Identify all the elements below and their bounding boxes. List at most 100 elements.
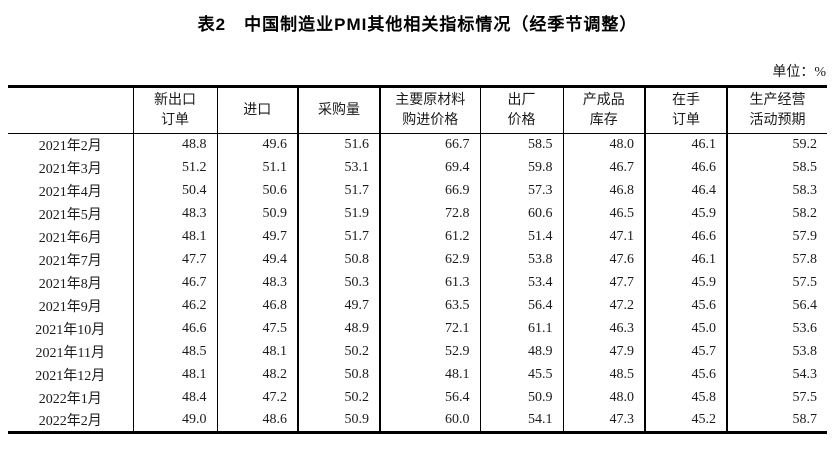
value-cell: 48.2 (217, 363, 299, 387)
month-cell: 2021年8月 (8, 271, 134, 295)
header-label-line: 库存 (589, 112, 618, 128)
value-cell: 46.6 (133, 317, 218, 341)
header-month (8, 86, 134, 134)
value-cell: 50.8 (298, 363, 381, 387)
month-cell: 2021年6月 (8, 225, 134, 249)
header-label-line: 产成品 (582, 92, 625, 108)
header-business-expectation: 生产经营 活动预期 (727, 86, 827, 134)
value-cell: 47.5 (217, 317, 299, 341)
month-cell: 2022年1月 (8, 386, 134, 410)
value-cell: 48.5 (133, 340, 218, 364)
value-cell: 53.8 (480, 248, 564, 272)
value-cell: 46.3 (563, 317, 646, 341)
table-row: 2021年3月 51.2 51.1 53.1 69.4 59.8 46.7 46.6 58.5 (8, 156, 827, 180)
header-raw-material-price: 主要原材料 购进价格 (380, 86, 481, 134)
value-cell: 48.6 (217, 409, 299, 433)
table-row: 2021年10月 46.6 47.5 48.9 72.1 61.1 46.3 45.0 53.6 (8, 317, 827, 341)
value-cell: 48.1 (133, 225, 218, 249)
value-cell: 46.1 (645, 133, 728, 157)
value-cell: 47.6 (563, 248, 646, 272)
value-cell: 45.9 (645, 271, 728, 295)
value-cell: 48.4 (133, 386, 218, 410)
value-cell: 49.7 (217, 225, 299, 249)
header-label-line: 进口 (243, 102, 272, 118)
table-row: 2022年1月 48.4 47.2 50.2 56.4 50.9 48.0 45.8 57.5 (8, 386, 827, 410)
value-cell: 59.8 (480, 156, 564, 180)
value-cell: 48.0 (563, 133, 646, 157)
value-cell: 50.2 (298, 340, 381, 364)
value-cell: 46.6 (645, 156, 728, 180)
value-cell: 66.7 (380, 133, 481, 157)
value-cell: 45.6 (645, 294, 728, 318)
table-row: 2021年7月 47.7 49.4 50.8 62.9 53.8 47.6 46.1 57.8 (8, 248, 827, 272)
value-cell: 53.4 (480, 271, 564, 295)
value-cell: 51.7 (298, 179, 381, 203)
table-row: 2021年4月 50.4 50.6 51.7 66.9 57.3 46.8 46.4 58.3 (8, 179, 827, 203)
value-cell: 46.2 (133, 294, 218, 318)
header-orders-on-hand: 在手 订单 (645, 86, 728, 134)
value-cell: 48.9 (480, 340, 564, 364)
value-cell: 48.3 (217, 271, 299, 295)
month-cell: 2021年12月 (8, 363, 134, 387)
value-cell: 47.7 (133, 248, 218, 272)
value-cell: 53.1 (298, 156, 381, 180)
table-row: 2021年6月 48.1 49.7 51.7 61.2 51.4 47.1 46.6 57.9 (8, 225, 827, 249)
table-row: 2022年2月 49.0 48.6 50.9 60.0 54.1 47.3 45.2 58.7 (8, 409, 827, 433)
header-label-line: 购进价格 (402, 112, 459, 128)
value-cell: 45.2 (645, 409, 728, 433)
table-row: 2021年9月 46.2 46.8 49.7 63.5 56.4 47.2 45.6 56.4 (8, 294, 827, 318)
header-label-line: 价格 (507, 112, 536, 128)
value-cell: 48.3 (133, 202, 218, 226)
value-cell: 49.4 (217, 248, 299, 272)
value-cell: 47.7 (563, 271, 646, 295)
value-cell: 50.8 (298, 248, 381, 272)
value-cell: 50.2 (298, 386, 381, 410)
value-cell: 49.0 (133, 409, 218, 433)
header-finished-goods-inventory: 产成品 库存 (563, 86, 646, 134)
value-cell: 48.8 (133, 133, 218, 157)
value-cell: 48.1 (217, 340, 299, 364)
header-new-export-orders: 新出口 订单 (133, 86, 218, 134)
value-cell: 48.5 (563, 363, 646, 387)
table-row: 2021年8月 46.7 48.3 50.3 61.3 53.4 47.7 45.9 57.5 (8, 271, 827, 295)
pmi-indicators-table: 新出口 订单 进口 采购量 主要原材料 购进价格 出厂 价格 (8, 85, 827, 434)
value-cell: 56.4 (380, 386, 481, 410)
value-cell: 63.5 (380, 294, 481, 318)
value-cell: 51.2 (133, 156, 218, 180)
value-cell: 54.3 (792, 367, 818, 382)
header-label-line: 主要原材料 (395, 92, 466, 108)
value-cell: 51.9 (298, 202, 381, 226)
value-cell: 50.3 (298, 271, 381, 295)
value-cell: 46.7 (133, 271, 218, 295)
table-row: 2021年11月 48.5 48.1 50.2 52.9 48.9 47.9 45.7 53.8 (8, 340, 827, 364)
value-cell: 45.6 (645, 363, 728, 387)
value-cell: 48.9 (298, 317, 381, 341)
value-cell: 58.7 (792, 412, 818, 428)
table-row: 2021年2月 48.8 49.6 51.6 66.7 58.5 48.0 46.1 59.2 (8, 133, 827, 157)
value-cell: 53.6 (792, 321, 818, 336)
page-title: 表2 中国制造业PMI其他相关指标情况（经季节调整） (197, 15, 638, 34)
unit-label: 单位：% (772, 65, 826, 80)
value-cell: 58.2 (792, 206, 818, 221)
value-cell: 46.8 (217, 294, 299, 318)
header-label-line: 新出口 (154, 92, 196, 108)
value-cell: 51.1 (217, 156, 299, 180)
value-cell: 51.6 (298, 133, 381, 157)
value-cell: 72.1 (380, 317, 481, 341)
header-label-line: 采购量 (318, 102, 360, 118)
value-cell: 57.9 (792, 229, 818, 244)
value-cell: 46.6 (645, 225, 728, 249)
value-cell: 69.4 (380, 156, 481, 180)
value-cell: 58.5 (792, 160, 818, 175)
month-cell: 2021年3月 (8, 156, 134, 180)
header-label-line: 活动预期 (749, 112, 806, 128)
value-cell: 61.1 (480, 317, 564, 341)
month-cell: 2021年9月 (8, 294, 134, 318)
header-imports: 进口 (217, 86, 299, 134)
value-cell: 47.9 (563, 340, 646, 364)
value-cell: 47.2 (217, 386, 299, 410)
month-cell: 2021年5月 (8, 202, 134, 226)
value-cell: 48.0 (563, 386, 646, 410)
value-cell: 51.4 (480, 225, 564, 249)
value-cell: 46.4 (645, 179, 728, 203)
